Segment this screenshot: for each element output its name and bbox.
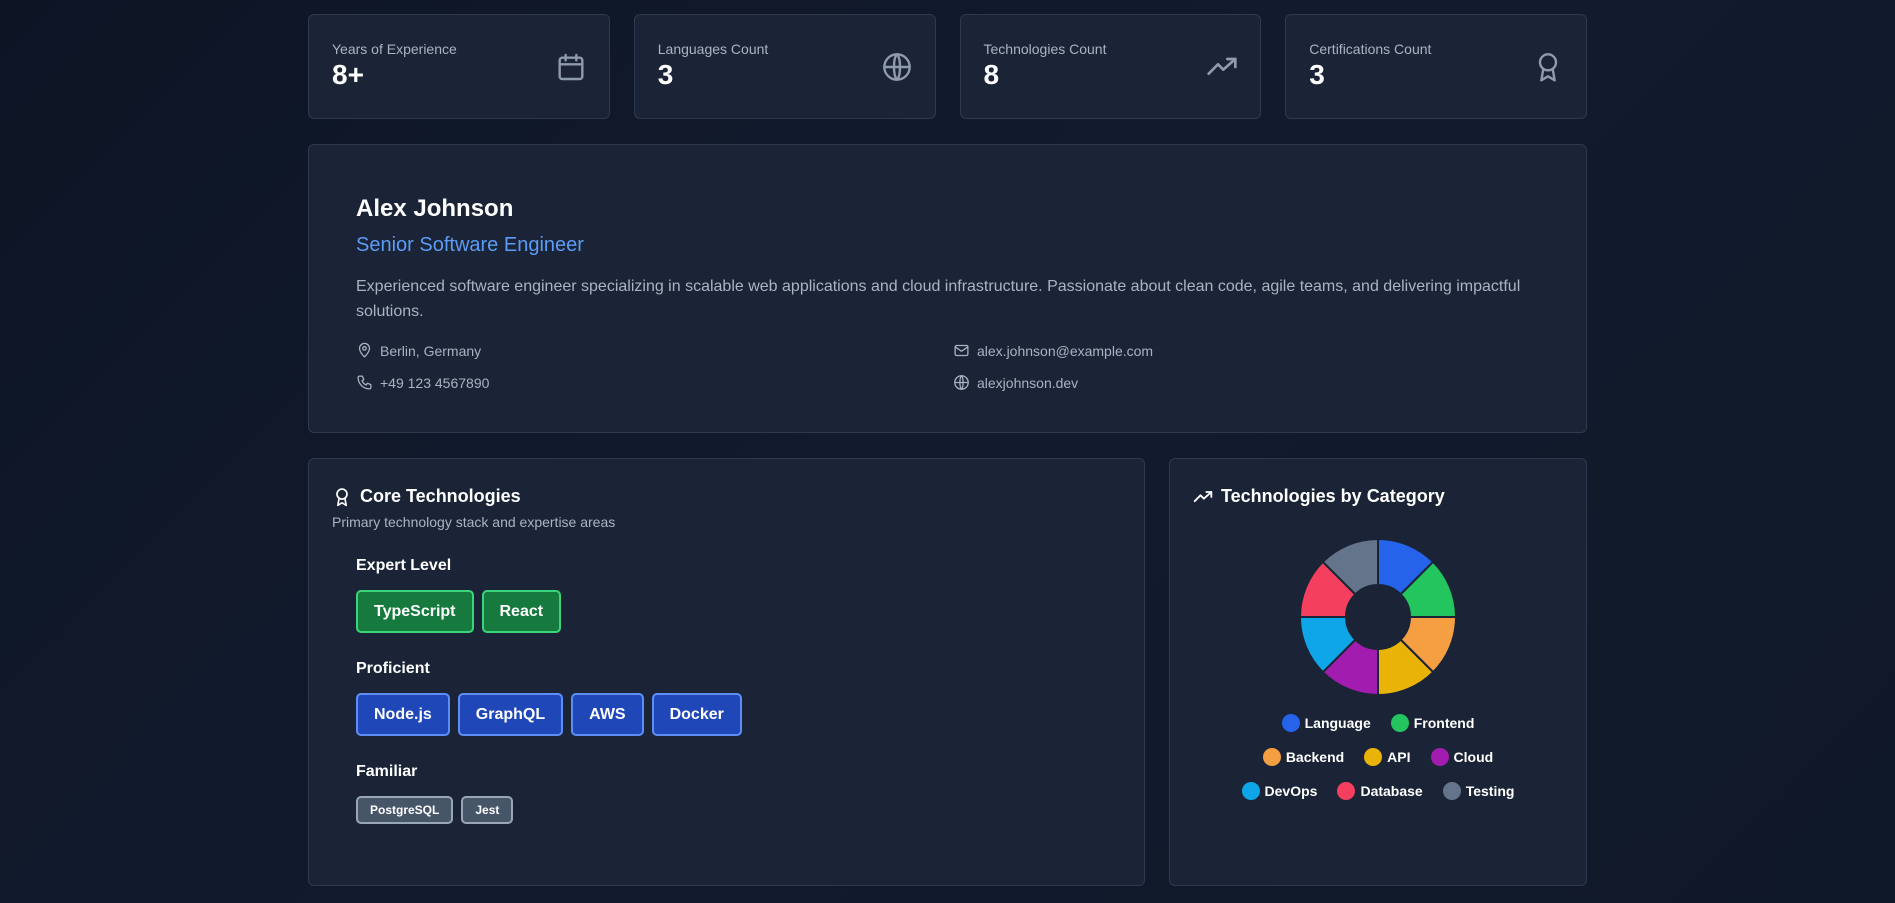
stat-value: 8	[983, 59, 1000, 90]
legend-label: Backend	[1285, 749, 1345, 765]
technologies-by-category-panel: Technologies by Category Language Fronten…	[1169, 458, 1587, 886]
contact-phone[interactable]: +49 123 4567890	[356, 373, 953, 392]
level-title: Familiar	[356, 763, 418, 780]
donut-chart	[1298, 537, 1458, 697]
profile-name: Alex Johnson	[356, 195, 514, 222]
legend-item-api[interactable]: API	[1364, 747, 1411, 767]
trending-up-icon	[1206, 51, 1238, 83]
chart-legend: Language Frontend Backend API Cloud DevOps Dat…	[1238, 713, 1518, 801]
chip-list: TypeScript React	[356, 590, 1121, 633]
bottom-row: Core Technologies Primary technology sta…	[308, 458, 1587, 886]
contact-grid: Berlin, Germany alex.johnson@example.com…	[356, 341, 1539, 392]
tech-chip[interactable]: Jest	[461, 796, 514, 824]
phone-link[interactable]: +49 123 4567890	[380, 374, 490, 391]
legend-label: Frontend	[1413, 715, 1475, 731]
legend-swatch	[1442, 782, 1461, 800]
trending-up-icon	[1193, 487, 1213, 507]
tech-chip[interactable]: React	[481, 590, 562, 633]
phone-icon	[356, 374, 373, 391]
legend-label: Database	[1360, 783, 1423, 799]
stat-label: Technologies Count	[983, 41, 1107, 57]
legend-swatch	[1262, 748, 1281, 766]
donut-chart-container	[1193, 537, 1563, 697]
legend-label: Cloud	[1453, 749, 1494, 765]
stat-value: 3	[657, 59, 674, 90]
panel-title-text: Technologies by Category	[1221, 486, 1445, 506]
profile-bio: Experienced software engineer specializi…	[356, 278, 1521, 320]
level-title: Expert Level	[356, 557, 452, 574]
award-icon	[1532, 51, 1564, 83]
location-text: Berlin, Germany	[380, 342, 482, 359]
legend-swatch	[1281, 714, 1300, 732]
website-link[interactable]: alexjohnson.dev	[977, 374, 1079, 391]
legend-label: Testing	[1465, 783, 1515, 799]
legend-item-language[interactable]: Language	[1281, 713, 1371, 733]
legend-item-frontend[interactable]: Frontend	[1390, 713, 1475, 733]
stat-label: Certifications Count	[1309, 41, 1432, 57]
tech-chip[interactable]: GraphQL	[457, 693, 564, 736]
stat-card-certifications: Certifications Count 3	[1285, 14, 1587, 119]
category-panel-title: Technologies by Category	[1193, 486, 1563, 507]
stat-card-years: Years of Experience 8+	[308, 14, 610, 119]
award-icon	[332, 487, 352, 507]
core-technologies-subtitle: Primary technology stack and expertise a…	[332, 514, 616, 530]
stat-label: Languages Count	[657, 41, 769, 57]
tech-chip[interactable]: PostgreSQL	[356, 796, 454, 824]
level-proficient: Proficient Node.js GraphQL AWS Docker	[356, 660, 1121, 736]
donut-slice-testing[interactable]	[1321, 537, 1379, 596]
core-technologies-panel: Core Technologies Primary technology sta…	[308, 458, 1145, 886]
stat-label: Years of Experience	[332, 41, 457, 57]
legend-label: Language	[1304, 715, 1371, 731]
contact-email[interactable]: alex.johnson@example.com	[953, 341, 1539, 360]
globe-icon	[881, 51, 913, 83]
tech-chip[interactable]: TypeScript	[356, 590, 474, 633]
legend-item-backend[interactable]: Backend	[1262, 747, 1345, 767]
globe-icon	[953, 374, 970, 391]
chip-list: PostgreSQL Jest	[356, 796, 1121, 824]
stat-card-technologies: Technologies Count 8	[959, 14, 1262, 119]
map-pin-icon	[356, 342, 373, 359]
stats-row: Years of Experience 8+ Languages Count 3…	[308, 14, 1587, 119]
calendar-icon	[555, 51, 587, 83]
level-expert: Expert Level TypeScript React	[356, 557, 1121, 633]
mail-icon	[953, 342, 970, 359]
legend-swatch	[1430, 748, 1449, 766]
contact-website[interactable]: alexjohnson.dev	[953, 373, 1539, 392]
legend-swatch	[1364, 748, 1383, 766]
legend-item-testing[interactable]: Testing	[1442, 781, 1515, 801]
profile-role: Senior Software Engineer	[356, 234, 584, 256]
stat-value: 8+	[332, 59, 364, 90]
core-technologies-title: Core Technologies	[332, 486, 1121, 507]
contact-location: Berlin, Germany	[356, 341, 953, 360]
profile-card: Alex Johnson Senior Software Engineer Ex…	[308, 144, 1587, 433]
dashboard: Years of Experience 8+ Languages Count 3…	[308, 14, 1587, 886]
legend-label: DevOps	[1264, 783, 1318, 799]
legend-label: API	[1387, 749, 1411, 765]
legend-swatch	[1390, 714, 1409, 732]
legend-item-database[interactable]: Database	[1337, 781, 1423, 801]
legend-swatch	[1241, 782, 1260, 800]
level-familiar: Familiar PostgreSQL Jest	[356, 763, 1121, 824]
tech-chip[interactable]: Docker	[651, 693, 742, 736]
tech-chip[interactable]: Node.js	[356, 693, 450, 736]
email-link[interactable]: alex.johnson@example.com	[977, 342, 1154, 359]
panel-title-text: Core Technologies	[360, 486, 521, 506]
stat-card-languages: Languages Count 3	[633, 14, 936, 119]
legend-item-cloud[interactable]: Cloud	[1430, 747, 1494, 767]
tech-chip[interactable]: AWS	[571, 693, 644, 736]
chip-list: Node.js GraphQL AWS Docker	[356, 693, 1121, 736]
stat-value: 3	[1309, 59, 1325, 90]
legend-swatch	[1337, 782, 1356, 800]
legend-item-devops[interactable]: DevOps	[1241, 781, 1318, 801]
level-title: Proficient	[356, 660, 430, 677]
